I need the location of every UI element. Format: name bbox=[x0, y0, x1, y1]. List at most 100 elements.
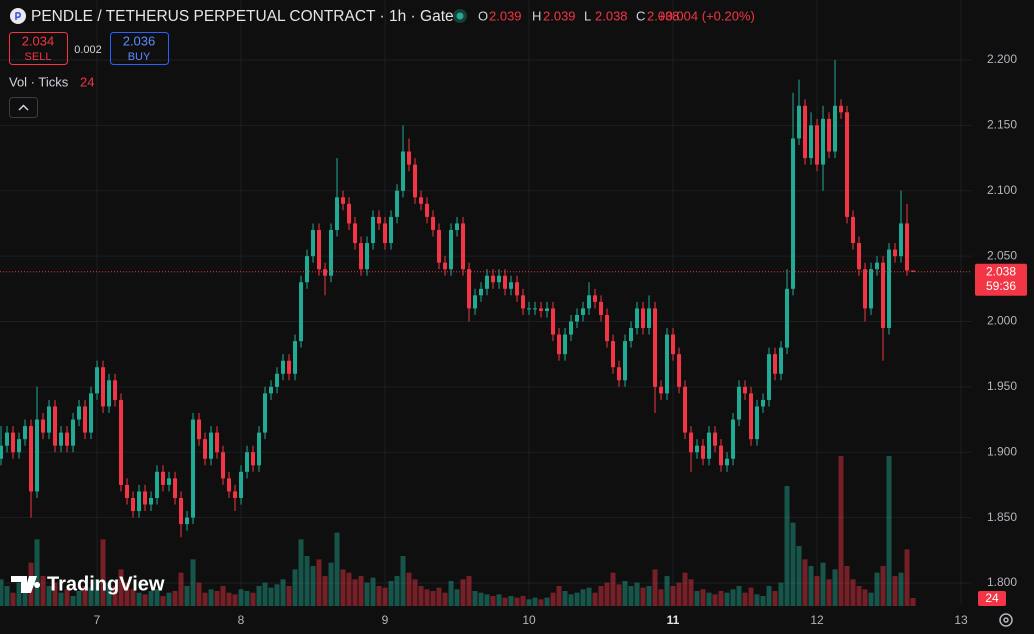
ohlc-key: O bbox=[478, 8, 488, 23]
volume-bar bbox=[736, 586, 742, 606]
volume-title: Vol · Ticks bbox=[9, 74, 69, 89]
sell-button[interactable] bbox=[9, 32, 68, 65]
volume-bar bbox=[304, 556, 310, 606]
volume-bar bbox=[502, 597, 508, 606]
volume-bar bbox=[688, 579, 694, 606]
volume-bar bbox=[610, 572, 616, 606]
volume-bar bbox=[280, 579, 286, 606]
candle-body bbox=[737, 386, 742, 420]
volume-bar bbox=[778, 582, 784, 606]
candle-body bbox=[155, 471, 160, 498]
ohlc-key: L bbox=[584, 8, 591, 23]
volume-bar bbox=[58, 592, 64, 606]
settings-icon[interactable] bbox=[999, 613, 1013, 627]
candle-body bbox=[185, 517, 190, 525]
candle-body bbox=[107, 380, 112, 407]
candle-body bbox=[359, 243, 364, 270]
candle-body bbox=[221, 452, 226, 479]
candle-body bbox=[329, 229, 334, 276]
x-tick-label: 8 bbox=[238, 613, 245, 627]
candle-body bbox=[515, 282, 520, 296]
candle-body bbox=[113, 380, 118, 400]
candle-body bbox=[671, 334, 676, 355]
candle-body bbox=[401, 151, 406, 191]
candle-body bbox=[893, 249, 898, 257]
buy-button[interactable] bbox=[110, 32, 169, 65]
candle-body bbox=[299, 282, 304, 342]
volume-bar bbox=[766, 586, 772, 606]
volume-bar bbox=[772, 591, 778, 606]
volume-bar bbox=[298, 539, 304, 606]
candle-body bbox=[899, 223, 904, 257]
candle-body bbox=[131, 497, 136, 512]
volume-bar bbox=[730, 589, 736, 606]
volume-bar bbox=[544, 597, 550, 606]
candle-body bbox=[281, 360, 286, 374]
candle-body bbox=[101, 367, 106, 407]
candle-body bbox=[323, 269, 328, 276]
volume-bar bbox=[550, 592, 556, 606]
volume-bar bbox=[148, 591, 154, 606]
volume-bar bbox=[598, 586, 604, 606]
volume-bar bbox=[838, 456, 844, 606]
volume-bar bbox=[676, 582, 682, 606]
volume-bar bbox=[844, 566, 850, 606]
candle-body bbox=[587, 295, 592, 309]
candle-body bbox=[599, 301, 604, 315]
volume-bar bbox=[166, 592, 172, 606]
buy-label: BUY bbox=[128, 51, 151, 63]
volume-bar bbox=[46, 586, 52, 606]
brand: TradingView bbox=[47, 573, 165, 595]
volume-bar bbox=[328, 562, 334, 606]
candle-body bbox=[647, 308, 652, 329]
volume-bar bbox=[322, 576, 328, 606]
candle-body bbox=[89, 393, 94, 433]
candle-body bbox=[371, 216, 376, 244]
candle-body bbox=[479, 288, 484, 296]
last-price-label: 2.038 bbox=[986, 264, 1016, 278]
volume-bar bbox=[802, 559, 808, 606]
candle-body bbox=[353, 223, 358, 244]
candle-body bbox=[0, 445, 4, 459]
volume-bar bbox=[484, 594, 490, 606]
candle-body bbox=[827, 118, 832, 152]
candle-body bbox=[263, 393, 268, 433]
volume-bar bbox=[850, 579, 856, 606]
candle-body bbox=[179, 497, 184, 525]
x-tick-label: 13 bbox=[954, 613, 968, 627]
volume-bar bbox=[124, 582, 130, 606]
candle-body bbox=[305, 256, 310, 283]
candle-body bbox=[497, 275, 502, 283]
candle-body bbox=[875, 262, 880, 270]
volume-bar bbox=[526, 599, 532, 606]
volume-bar bbox=[112, 586, 118, 606]
candle-body bbox=[41, 419, 46, 433]
volume-bar bbox=[508, 596, 514, 606]
volume-bar bbox=[184, 586, 190, 606]
candle-body bbox=[749, 393, 754, 440]
volume-bar bbox=[784, 486, 790, 606]
volume-bar bbox=[370, 577, 376, 606]
candle-body bbox=[593, 295, 598, 302]
settings-gear-center bbox=[1003, 617, 1009, 623]
volume-bar bbox=[286, 586, 292, 606]
candle-body bbox=[833, 105, 838, 152]
volume-bar bbox=[82, 586, 88, 606]
change: +0.004 (+0.20%) bbox=[658, 8, 755, 23]
candle-body bbox=[623, 341, 628, 381]
collapse-button[interactable] bbox=[9, 97, 38, 118]
candle-body bbox=[551, 308, 556, 335]
candle-body bbox=[779, 347, 784, 374]
volume-bar bbox=[592, 592, 598, 606]
candle-body bbox=[17, 439, 22, 453]
volume-bar bbox=[622, 581, 628, 606]
candle-body bbox=[857, 243, 862, 270]
candle-body bbox=[377, 216, 382, 224]
candle-body bbox=[761, 399, 766, 407]
candle-body bbox=[449, 229, 454, 270]
countdown: 59:36 bbox=[986, 279, 1016, 293]
volume-bar bbox=[694, 591, 700, 606]
candle-body bbox=[239, 471, 244, 498]
candle-body bbox=[455, 223, 460, 230]
volume-bar bbox=[574, 592, 580, 606]
